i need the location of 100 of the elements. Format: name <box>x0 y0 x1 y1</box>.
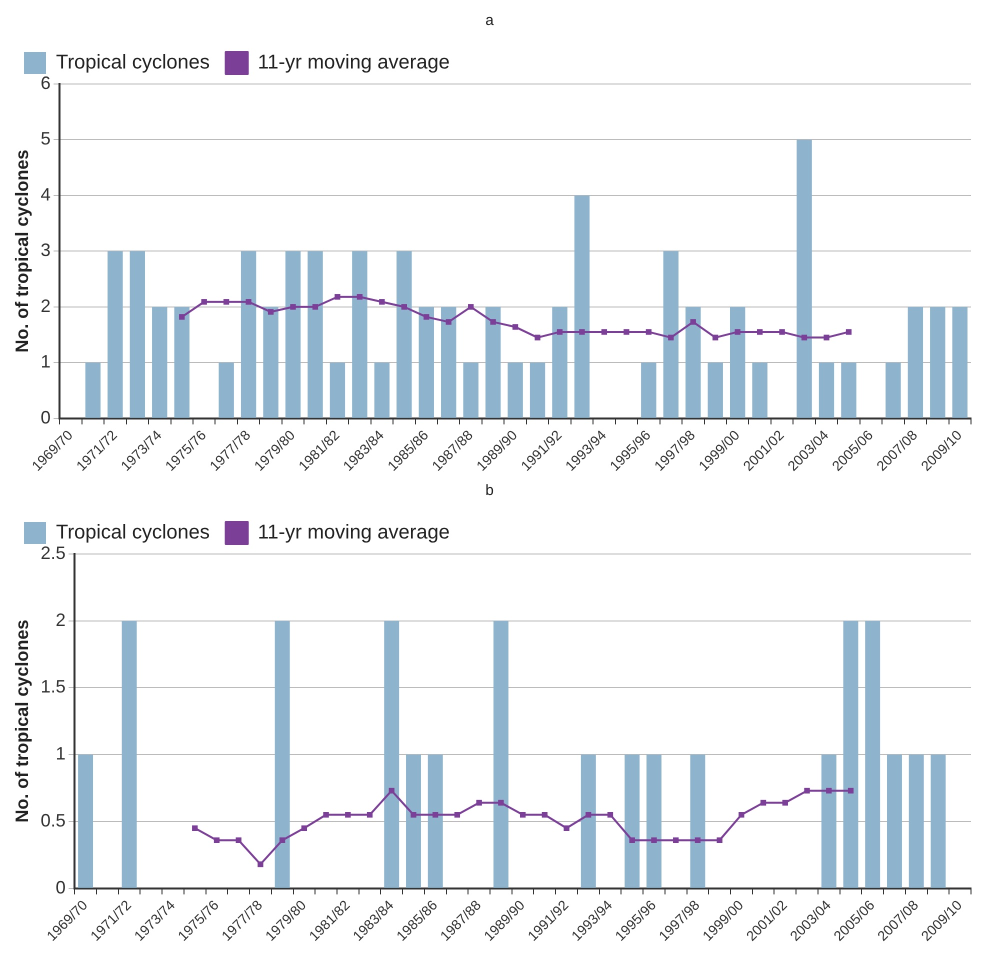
point <box>586 812 592 818</box>
bar <box>552 306 568 418</box>
point <box>601 329 608 335</box>
point <box>446 319 452 325</box>
bar <box>663 251 679 418</box>
point <box>432 812 438 818</box>
point <box>801 334 808 340</box>
point <box>756 329 763 335</box>
point <box>848 788 854 794</box>
point <box>388 788 394 794</box>
point <box>214 837 220 844</box>
point <box>379 299 385 305</box>
point <box>607 812 614 818</box>
bar <box>952 306 968 418</box>
point <box>424 314 430 320</box>
point <box>410 812 416 818</box>
point <box>738 812 744 818</box>
y-tick-label: 0 <box>40 407 51 428</box>
point <box>556 329 563 335</box>
point <box>201 299 207 305</box>
y-tick-label: 2 <box>40 296 51 316</box>
point <box>401 304 407 310</box>
legend-label: 11-yr moving average <box>258 52 450 74</box>
bar <box>218 362 234 418</box>
point <box>734 329 740 335</box>
legend-label: Tropical cyclones <box>56 52 210 74</box>
bar <box>886 362 901 418</box>
point <box>290 304 296 310</box>
y-tick-label: 6 <box>40 72 51 93</box>
point <box>312 304 318 310</box>
bar <box>641 362 656 418</box>
point <box>345 812 351 818</box>
bar <box>752 362 768 418</box>
point <box>454 812 460 818</box>
point <box>520 812 526 818</box>
point <box>268 309 274 315</box>
point <box>301 825 308 831</box>
point <box>673 837 679 844</box>
point <box>236 837 242 844</box>
bar <box>818 362 834 418</box>
bar <box>463 362 478 418</box>
point <box>490 319 496 325</box>
point <box>498 800 504 806</box>
point <box>779 329 785 335</box>
y-tick-label: 3 <box>40 240 51 260</box>
point <box>668 334 674 340</box>
y-tick-label: 4 <box>40 184 51 204</box>
y-tick-label: 0.5 <box>40 810 66 830</box>
bar <box>130 251 146 418</box>
point <box>579 329 585 335</box>
point <box>824 334 830 340</box>
chart-title: b <box>485 482 494 500</box>
bar <box>330 362 346 418</box>
point <box>629 837 635 844</box>
point <box>712 334 718 340</box>
point <box>279 837 286 844</box>
bar <box>841 362 856 418</box>
point <box>760 800 766 806</box>
bar <box>530 362 546 418</box>
chart-title: a <box>485 12 494 30</box>
bar <box>730 306 746 418</box>
point <box>534 334 540 340</box>
bar <box>285 251 301 418</box>
point <box>624 329 630 335</box>
point <box>192 825 198 831</box>
point <box>334 294 340 300</box>
point <box>224 299 230 305</box>
bar <box>396 251 412 418</box>
point <box>366 812 373 818</box>
bar <box>263 306 278 418</box>
point <box>782 800 788 806</box>
bar <box>708 362 723 418</box>
bar <box>686 306 701 418</box>
bar <box>240 251 256 418</box>
point <box>542 812 548 818</box>
bar <box>152 306 168 418</box>
bar <box>485 306 501 418</box>
bar <box>108 251 123 418</box>
point <box>716 837 722 844</box>
bar <box>930 306 946 418</box>
point <box>323 812 329 818</box>
point <box>694 837 701 844</box>
y-tick-label: 1.5 <box>40 676 66 697</box>
point <box>690 319 696 325</box>
point <box>564 825 570 831</box>
bar <box>174 306 190 418</box>
y-axis-title: No. of tropical cyclones <box>12 620 32 823</box>
point <box>804 788 810 794</box>
bar <box>85 362 101 418</box>
point <box>826 788 832 794</box>
bar <box>418 306 434 418</box>
bar <box>908 306 924 418</box>
point <box>246 299 252 305</box>
point <box>468 304 474 310</box>
point <box>651 837 657 844</box>
y-tick-label: 5 <box>40 128 51 149</box>
point <box>179 314 185 320</box>
point <box>512 324 518 330</box>
point <box>476 800 482 806</box>
bar <box>308 251 323 418</box>
